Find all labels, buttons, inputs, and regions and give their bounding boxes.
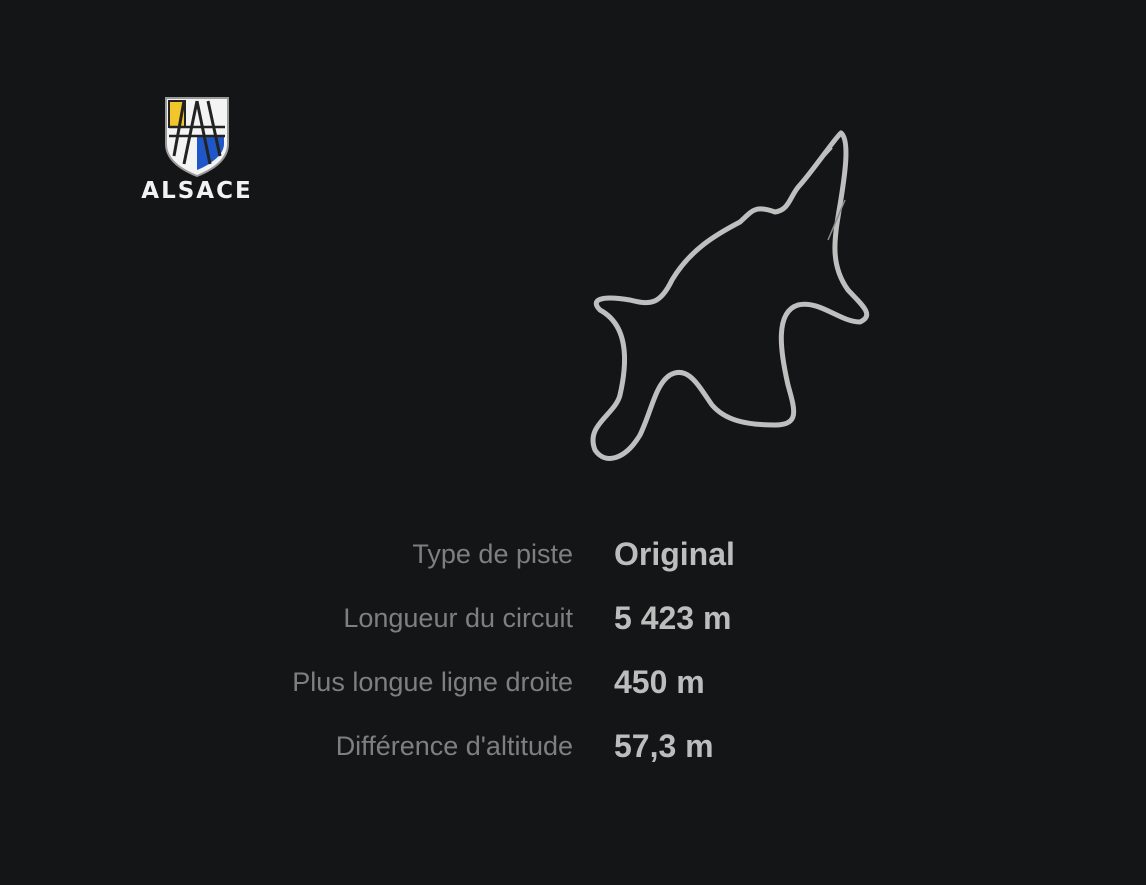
spec-label: Longueur du circuit: [343, 603, 573, 633]
spec-label: Plus longue ligne droite: [292, 667, 573, 697]
alsace-crest-icon: [165, 97, 229, 178]
spec-row-elevation: Différence d'altitude 57,3 m: [0, 725, 1146, 789]
spec-value: 57,3 m: [614, 728, 714, 764]
circuit-name: ALSACE: [141, 178, 253, 204]
track-pit-lane: [799, 147, 833, 184]
spec-row-length: Longueur du circuit 5 423 m: [0, 597, 1146, 661]
spec-value: 450 m: [614, 664, 705, 700]
spec-value: Original: [614, 536, 735, 572]
circuit-logo: ALSACE: [136, 94, 258, 214]
spec-label: Type de piste: [412, 539, 573, 569]
spec-label: Différence d'altitude: [335, 731, 573, 761]
spec-row-track-type: Type de piste Original: [0, 533, 1146, 597]
circuit-specs: Type de piste Original Longueur du circu…: [0, 533, 1146, 789]
track-outline: [590, 130, 869, 461]
spec-row-longest-straight: Plus longue ligne droite 450 m: [0, 661, 1146, 725]
track-inner-line: [827, 199, 846, 241]
spec-value: 5 423 m: [614, 600, 732, 636]
